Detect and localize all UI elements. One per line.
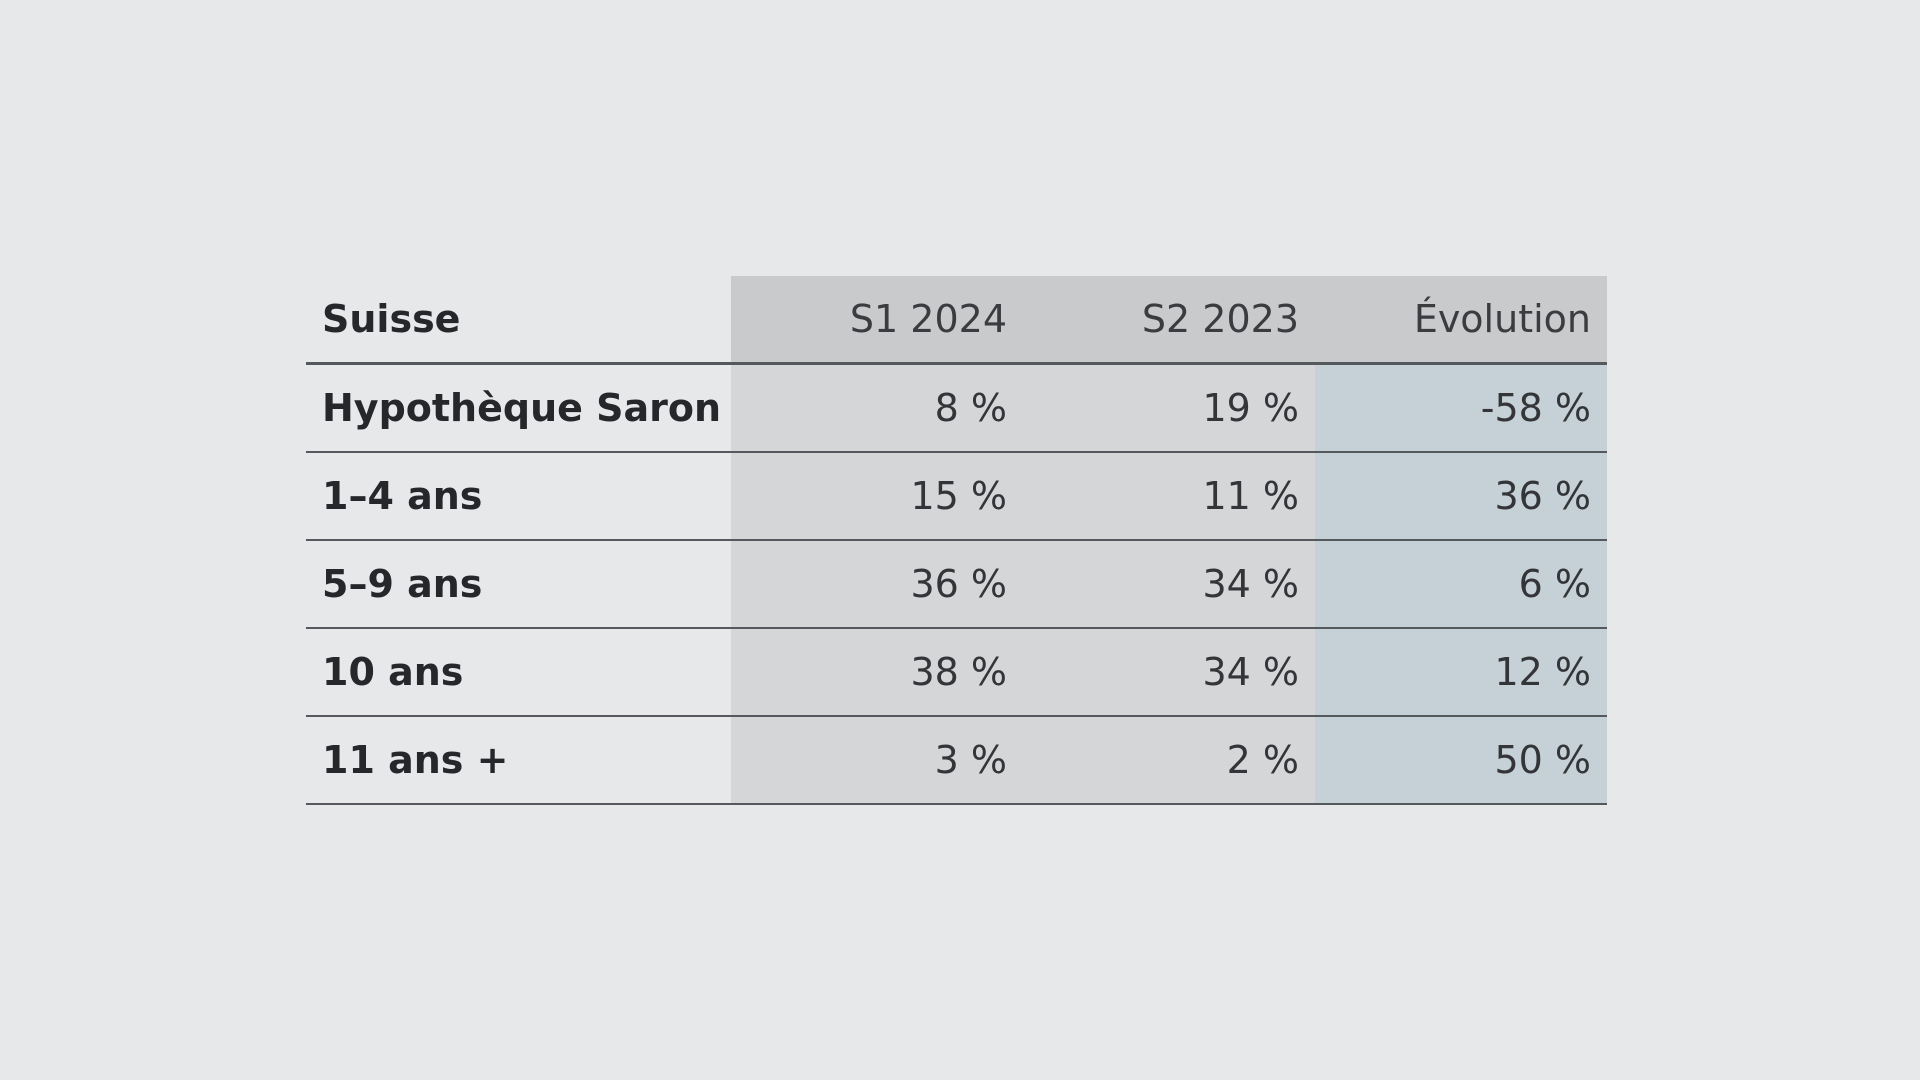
row-label: 10 ans — [306, 628, 731, 717]
cell-s1-2024: 36 % — [731, 540, 1023, 629]
table-row: 1–4 ans 15 % 11 % 36 % — [306, 452, 1607, 541]
cell-s2-2023: 2 % — [1023, 716, 1315, 805]
cell-s2-2023: 11 % — [1023, 452, 1315, 541]
cell-s1-2024: 38 % — [731, 628, 1023, 717]
table-row: 5–9 ans 36 % 34 % 6 % — [306, 540, 1607, 629]
cell-evolution: 12 % — [1315, 628, 1607, 717]
cell-s1-2024: 3 % — [731, 716, 1023, 805]
header-s2-2023: S2 2023 — [1023, 276, 1315, 365]
cell-evolution: -58 % — [1315, 363, 1607, 453]
row-label: 1–4 ans — [306, 452, 731, 541]
mortgage-duration-table-container: Suisse S1 2024 S2 2023 Évolution Hypothè… — [306, 276, 1607, 805]
table-row: 10 ans 38 % 34 % 12 % — [306, 628, 1607, 717]
header-s1-2024: S1 2024 — [731, 276, 1023, 365]
row-label: 5–9 ans — [306, 540, 731, 629]
row-label: 11 ans + — [306, 716, 731, 805]
cell-s2-2023: 19 % — [1023, 363, 1315, 453]
header-region: Suisse — [306, 276, 731, 365]
mortgage-duration-table: Suisse S1 2024 S2 2023 Évolution Hypothè… — [306, 276, 1607, 805]
cell-s1-2024: 15 % — [731, 452, 1023, 541]
cell-evolution: 6 % — [1315, 540, 1607, 629]
header-evolution: Évolution — [1315, 276, 1607, 365]
cell-s2-2023: 34 % — [1023, 628, 1315, 717]
cell-evolution: 36 % — [1315, 452, 1607, 541]
table-row: 11 ans + 3 % 2 % 50 % — [306, 716, 1607, 805]
cell-s1-2024: 8 % — [731, 363, 1023, 453]
table-header-row: Suisse S1 2024 S2 2023 Évolution — [306, 276, 1607, 365]
row-label: Hypothèque Saron — [306, 363, 731, 453]
cell-evolution: 50 % — [1315, 716, 1607, 805]
cell-s2-2023: 34 % — [1023, 540, 1315, 629]
table-row: Hypothèque Saron 8 % 19 % -58 % — [306, 363, 1607, 453]
